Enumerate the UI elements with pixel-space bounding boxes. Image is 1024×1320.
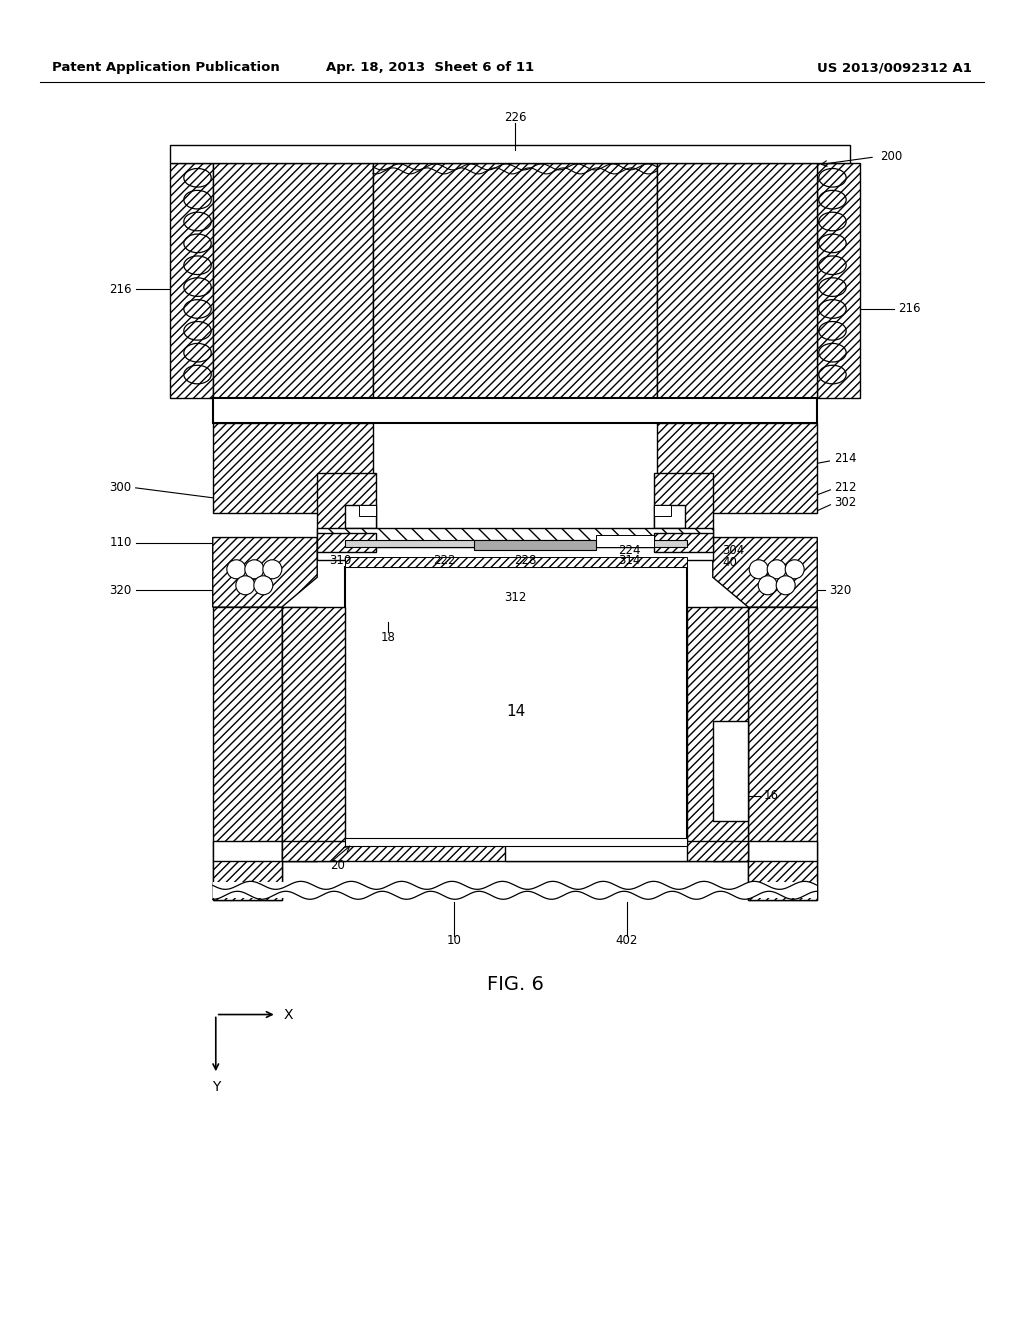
Bar <box>345 838 687 846</box>
Text: 214: 214 <box>835 451 857 465</box>
Bar <box>170 145 850 162</box>
Bar <box>345 568 687 841</box>
Circle shape <box>227 560 246 578</box>
Circle shape <box>263 560 282 578</box>
Circle shape <box>245 560 264 578</box>
Circle shape <box>236 576 255 595</box>
Text: US 2013/0092312 A1: US 2013/0092312 A1 <box>817 62 972 74</box>
Bar <box>713 721 749 821</box>
Bar <box>373 162 657 399</box>
Polygon shape <box>213 537 317 607</box>
Text: 16: 16 <box>764 789 778 803</box>
Bar <box>213 841 282 900</box>
Circle shape <box>767 560 786 578</box>
Bar <box>213 162 373 399</box>
Text: Patent Application Publication: Patent Application Publication <box>52 62 280 74</box>
Text: 40: 40 <box>722 556 737 569</box>
Text: 302: 302 <box>835 496 857 510</box>
Bar <box>317 473 376 532</box>
Text: 216: 216 <box>898 302 921 315</box>
Text: 228: 228 <box>514 554 537 566</box>
Circle shape <box>758 576 777 595</box>
Text: 20: 20 <box>331 859 345 873</box>
Bar <box>213 399 817 424</box>
Text: 300: 300 <box>110 482 132 495</box>
Text: 212: 212 <box>835 482 857 495</box>
Text: FIG. 6: FIG. 6 <box>486 975 544 994</box>
Bar <box>317 532 376 553</box>
Text: 402: 402 <box>615 933 638 946</box>
Bar <box>474 540 596 550</box>
Text: Y: Y <box>212 1080 220 1094</box>
Text: 320: 320 <box>110 583 132 597</box>
Bar <box>596 535 654 548</box>
Bar <box>317 548 713 561</box>
Text: 222: 222 <box>433 554 456 566</box>
Text: 10: 10 <box>446 933 462 946</box>
Bar <box>654 473 713 532</box>
Bar <box>213 607 282 861</box>
Bar <box>654 504 671 516</box>
Text: 310: 310 <box>330 554 351 566</box>
Bar <box>657 162 817 399</box>
Bar <box>713 607 749 861</box>
Text: 304: 304 <box>722 544 744 557</box>
Bar <box>505 841 687 861</box>
Bar <box>282 607 317 861</box>
Bar <box>749 861 817 900</box>
Text: 314: 314 <box>618 554 641 566</box>
Bar <box>282 607 345 861</box>
Text: X: X <box>284 1007 293 1022</box>
Bar <box>345 504 376 528</box>
Polygon shape <box>713 537 817 607</box>
Bar <box>749 841 817 900</box>
Circle shape <box>254 576 272 595</box>
Bar <box>282 841 749 861</box>
Circle shape <box>785 560 804 578</box>
Text: 18: 18 <box>381 631 395 644</box>
Circle shape <box>750 560 768 578</box>
Bar <box>345 557 687 568</box>
Text: 226: 226 <box>504 111 526 124</box>
Bar <box>657 424 817 512</box>
Text: 312: 312 <box>504 590 526 603</box>
Bar <box>654 532 713 553</box>
Bar <box>687 607 749 861</box>
Text: 200: 200 <box>881 150 902 164</box>
Text: 14: 14 <box>507 704 525 719</box>
Bar <box>213 424 373 512</box>
Bar <box>317 528 713 543</box>
Bar <box>817 162 860 399</box>
Text: 224: 224 <box>618 544 641 557</box>
Bar <box>345 540 687 548</box>
Text: 216: 216 <box>110 282 132 296</box>
Bar <box>358 504 376 516</box>
Text: 110: 110 <box>110 536 132 549</box>
Circle shape <box>776 576 796 595</box>
Text: Apr. 18, 2013  Sheet 6 of 11: Apr. 18, 2013 Sheet 6 of 11 <box>326 62 535 74</box>
Bar <box>213 861 282 900</box>
Text: 320: 320 <box>829 583 852 597</box>
Polygon shape <box>213 882 817 899</box>
Bar <box>170 162 213 399</box>
Bar <box>749 607 817 861</box>
Bar <box>654 504 685 528</box>
